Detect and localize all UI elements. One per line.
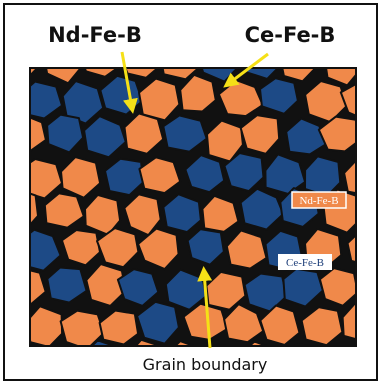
grain: [363, 342, 382, 381]
figure: Nd-Fe-B Ce-Fe-B Nd-Fe-B Ce-Fe-B Grain bo…: [0, 0, 382, 385]
label-nd: Nd-Fe-B: [48, 23, 142, 47]
grain: [282, 344, 321, 384]
caption: Grain boundary: [143, 355, 268, 374]
inner-label-ce: Ce-Fe-B: [286, 257, 324, 269]
grain: [360, 266, 382, 304]
grain: [357, 119, 382, 157]
grain: [362, 196, 382, 232]
grain: [377, 306, 382, 345]
microstructure: [0, 37, 382, 385]
label-ce: Ce-Fe-B: [245, 23, 336, 47]
inner-label-nd: Nd-Fe-B: [299, 195, 338, 207]
grain: [367, 38, 382, 77]
